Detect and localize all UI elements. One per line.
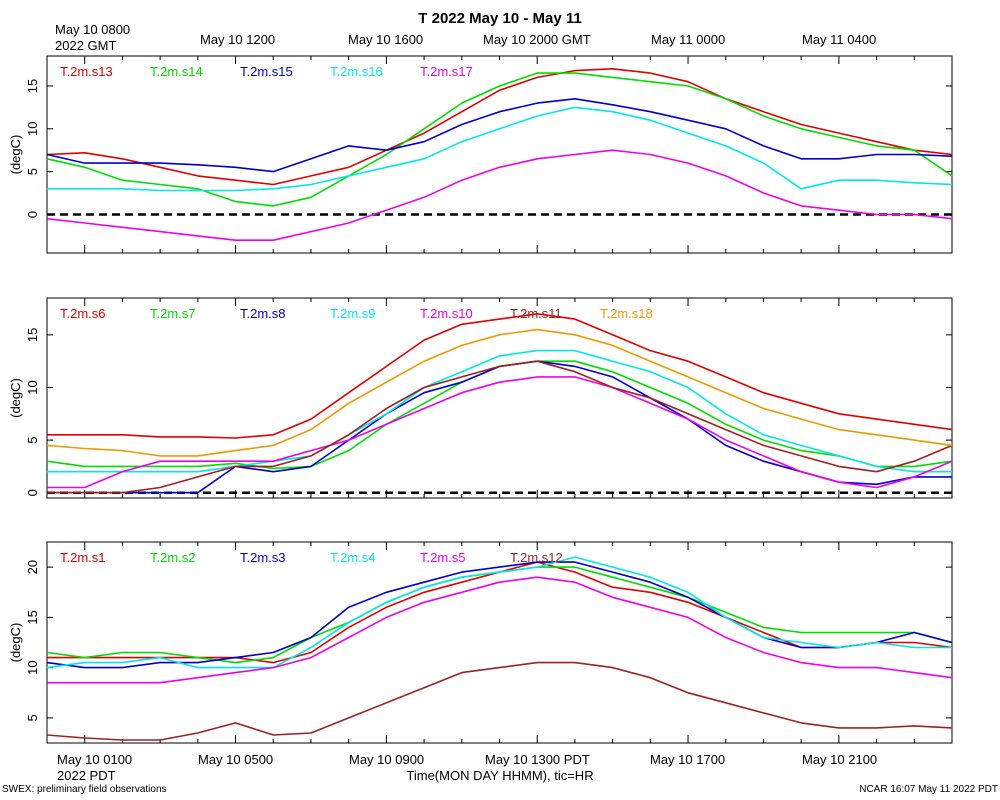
series-line-T.2m.s6 <box>47 312 953 439</box>
legend-entry-T.2m.s3: T.2m.s3 <box>240 550 286 565</box>
gmt-first-label-line2: 2022 GMT <box>55 38 117 53</box>
y-tick-label: 10 <box>25 380 40 394</box>
footer-right: NCAR 16:07 May 11 2022 PDT <box>859 784 998 795</box>
y-tick-label: 15 <box>25 610 40 624</box>
plot-frame <box>46 297 953 499</box>
legend-entry-T.2m.s12: T.2m.s12 <box>510 550 563 565</box>
legend-entry-T.2m.s13: T.2m.s13 <box>60 64 113 79</box>
pdt-tick-label: May 10 0100 <box>57 752 133 767</box>
y-tick-label: 10 <box>25 660 40 674</box>
legend-entry-T.2m.s8: T.2m.s8 <box>240 306 286 321</box>
y-axis-label: (degC) <box>8 135 23 175</box>
footer-left: SWEX: preliminary field observations <box>2 784 167 795</box>
y-axis-label: (degC) <box>8 378 23 418</box>
legend-entry-T.2m.s7: T.2m.s7 <box>150 306 196 321</box>
legend-entry-T.2m.s11: T.2m.s11 <box>510 306 562 321</box>
series-line-T.2m.s12 <box>46 661 953 741</box>
y-tick-label: 0 <box>25 489 40 496</box>
legend-entry-T.2m.s18: T.2m.s18 <box>600 306 653 321</box>
series-line-T.2m.s17 <box>46 149 953 241</box>
series-line-T.2m.s16 <box>47 106 953 192</box>
gmt-first-label-line1: May 10 0800 <box>55 22 131 37</box>
pdt-tick-label: May 10 2100 <box>802 752 878 767</box>
legend-entry-T.2m.s4: T.2m.s4 <box>330 550 376 565</box>
chart-title: T 2022 May 10 - May 11 <box>418 10 582 27</box>
y-tick-label: 20 <box>25 560 40 574</box>
legend-entry-T.2m.s2: T.2m.s2 <box>150 550 196 565</box>
x-axis-title: Time(MON DAY HHMM), tic=HR <box>406 768 594 783</box>
legend-entry-T.2m.s10: T.2m.s10 <box>420 306 473 321</box>
series-line-T.2m.s9 <box>47 349 952 473</box>
y-tick-label: 5 <box>25 714 40 721</box>
y-axis-label: (degC) <box>8 623 23 663</box>
series-line-T.2m.s3 <box>46 561 953 669</box>
legend-entry-T.2m.s14: T.2m.s14 <box>150 64 203 79</box>
legend-entry-T.2m.s1: T.2m.s1 <box>60 550 106 565</box>
y-tick-label: 5 <box>25 168 40 175</box>
y-tick-label: 15 <box>25 79 40 93</box>
gmt-tick-label: May 11 0000 <box>651 32 726 47</box>
series-line-T.2m.s14 <box>46 72 953 207</box>
series-line-T.2m.s7 <box>46 360 953 470</box>
y-tick-label: 5 <box>25 436 40 443</box>
gmt-tick-label: May 10 1200 <box>200 32 276 47</box>
series-line-T.2m.s8 <box>47 360 952 494</box>
legend-entry-T.2m.s5: T.2m.s5 <box>420 550 466 565</box>
pdt-tick-label: May 10 0900 <box>349 752 425 767</box>
gmt-tick-label: May 10 2000 GMT <box>483 32 591 47</box>
series-line-T.2m.s4 <box>46 556 952 669</box>
series-line-T.2m.s13 <box>46 68 953 186</box>
gmt-tick-label: May 10 1600 <box>348 32 424 47</box>
series-line-T.2m.s18 <box>46 328 953 457</box>
gmt-tick-label: May 11 0400 <box>802 32 877 47</box>
legend-entry-T.2m.s16: T.2m.s16 <box>330 64 383 79</box>
pdt-tick-label: May 10 1300 PDT <box>485 752 590 767</box>
y-tick-label: 0 <box>25 211 40 218</box>
legend-entry-T.2m.s9: T.2m.s9 <box>330 306 376 321</box>
pdt-year-label: 2022 PDT <box>57 768 116 783</box>
pdt-tick-label: May 10 0500 <box>198 752 274 767</box>
legend-entry-T.2m.s15: T.2m.s15 <box>240 64 293 79</box>
pdt-tick-label: May 10 1700 <box>650 752 726 767</box>
series-line-T.2m.s10 <box>47 376 953 489</box>
series-line-T.2m.s15 <box>46 98 953 173</box>
legend-entry-T.2m.s17: T.2m.s17 <box>420 64 473 79</box>
y-tick-label: 10 <box>25 122 40 136</box>
series-line-T.2m.s5 <box>47 576 953 684</box>
series-line-T.2m.s11 <box>47 360 953 494</box>
legend-entry-T.2m.s6: T.2m.s6 <box>60 306 106 321</box>
y-tick-label: 15 <box>25 328 40 342</box>
